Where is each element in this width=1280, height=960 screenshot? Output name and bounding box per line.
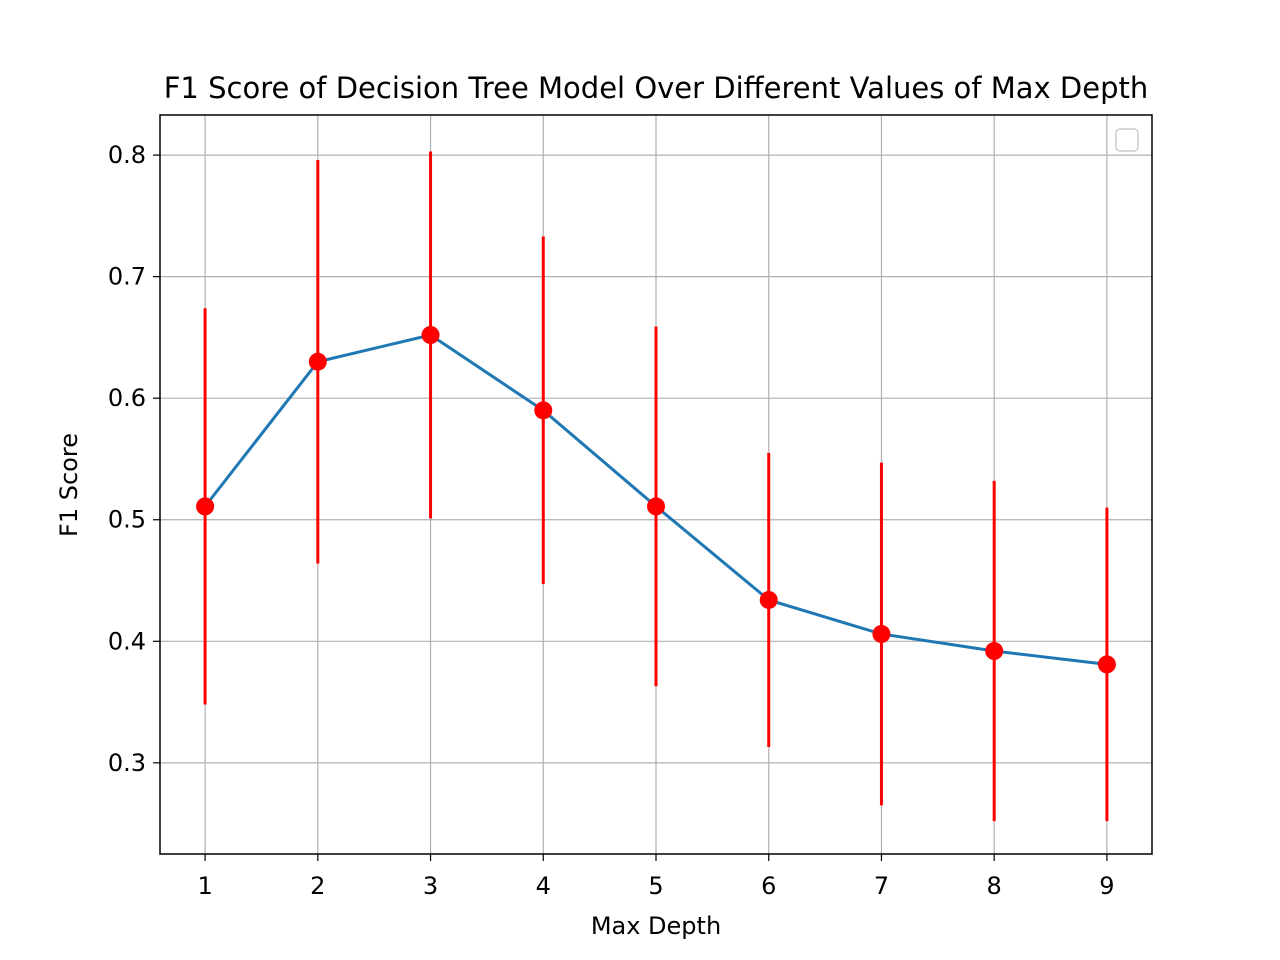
x-tick-label: 3 — [423, 872, 438, 900]
data-point — [647, 497, 665, 516]
x-tick-label: 6 — [761, 872, 776, 900]
x-tick-label: 7 — [874, 872, 889, 900]
data-point — [1097, 655, 1116, 674]
x-tick-label: 2 — [310, 872, 325, 900]
y-tick-label: 0.4 — [108, 627, 146, 655]
y-axis-ticks: 0.3 0.4 0.5 0.6 0.7 0.8 — [108, 141, 160, 777]
data-point — [421, 325, 440, 344]
chart-title: F1 Score of Decision Tree Model Over Dif… — [164, 71, 1149, 105]
x-tick-label: 9 — [1099, 872, 1114, 900]
data-point — [872, 625, 891, 644]
data-point — [196, 497, 215, 516]
plot-frame — [159, 114, 1153, 855]
x-tick-label: 1 — [197, 872, 212, 900]
legend-box — [1115, 128, 1139, 152]
data-series — [196, 151, 1116, 822]
y-tick-label: 0.6 — [108, 384, 146, 412]
x-tick-label: 8 — [987, 872, 1002, 900]
y-tick-label: 0.7 — [108, 263, 146, 291]
x-tick-label: 4 — [536, 872, 551, 900]
x-axis-label: Max Depth — [591, 912, 721, 940]
y-tick-label: 0.5 — [108, 506, 146, 534]
data-point — [759, 590, 778, 609]
y-tick-label: 0.3 — [108, 749, 146, 777]
y-axis-label: F1 Score — [55, 433, 83, 537]
data-point — [534, 401, 553, 420]
data-point — [308, 352, 327, 371]
x-axis-ticks: 1 2 3 4 5 6 7 8 9 — [197, 854, 1115, 900]
x-tick-label: 5 — [648, 872, 663, 900]
y-tick-label: 0.8 — [108, 141, 146, 169]
data-point — [985, 642, 1004, 661]
